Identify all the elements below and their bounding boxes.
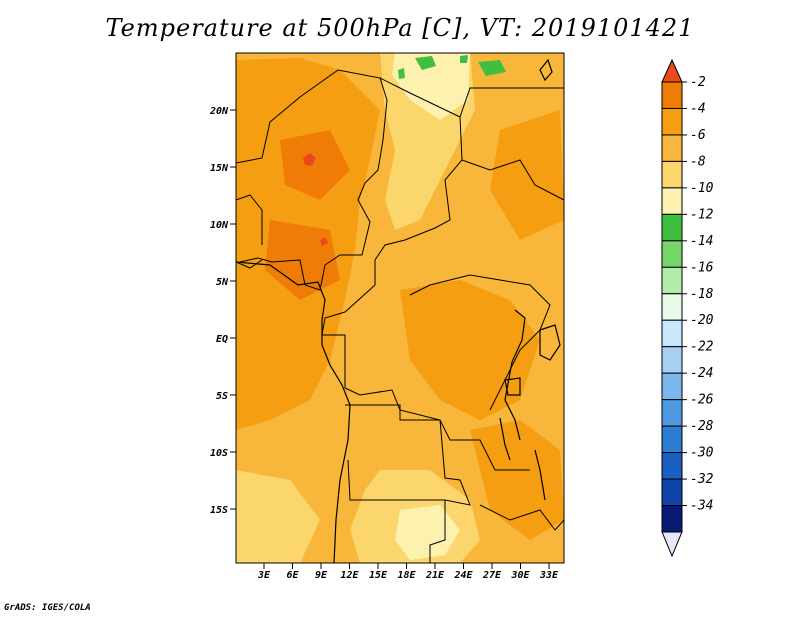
- warm-zone-east: [490, 110, 564, 240]
- credit-label: GrADS: IGES/COLA: [4, 603, 91, 613]
- lat-tick-label: 5N: [216, 277, 229, 288]
- colorbar-top-triangle: [661, 58, 683, 83]
- colorbar-swatch: [661, 319, 683, 348]
- hot-spot: [303, 153, 316, 166]
- colorbar-swatch: [661, 346, 683, 374]
- cool-zone-southwest: [236, 470, 320, 563]
- colorbar-swatch: [661, 266, 683, 295]
- colorbar-swatch: [661, 107, 683, 136]
- lon-tick-label: 12E: [340, 570, 359, 581]
- colorbar-label: -14: [690, 234, 713, 249]
- colorbar-bottom-triangle: [661, 531, 683, 558]
- green-patch: [478, 60, 506, 76]
- colorbar-swatch: [661, 240, 683, 268]
- lat-tick-label: 5S: [216, 391, 228, 402]
- lon-tick-label: 3E: [257, 570, 271, 581]
- colorbar-label: -18: [690, 287, 714, 302]
- lat-tick-label: 10N: [210, 220, 229, 231]
- green-patch: [415, 56, 436, 70]
- colorbar-swatch: [661, 478, 683, 507]
- latitude-axis: 20N 15N 10N 5N EQ 5S 10S 15S: [209, 106, 236, 516]
- green-patch: [460, 55, 468, 63]
- colorbar-label: -16: [690, 260, 714, 275]
- longitude-axis: 3E 6E 9E 12E 15E 18E 21E 24E 27E 30E 33E: [257, 563, 559, 581]
- colorbar-label: -22: [690, 340, 714, 355]
- coastlines: [236, 58, 561, 563]
- lon-tick-label: 18E: [397, 570, 416, 581]
- colorbar-label: -20: [690, 313, 714, 328]
- colorbar-label: -26: [690, 393, 714, 408]
- colorbar-swatch: [661, 187, 683, 215]
- colorbar-swatch: [661, 372, 683, 401]
- lon-tick-label: 27E: [482, 570, 502, 581]
- lon-tick-label: 33E: [539, 570, 559, 581]
- colorbar-label: -34: [690, 499, 713, 514]
- lat-tick-label: 10S: [210, 448, 228, 459]
- colorbar-label: -28: [690, 419, 714, 434]
- colorbar-swatch: [661, 293, 683, 321]
- lat-tick-label: 15S: [210, 505, 228, 516]
- colorbar-label: -12: [690, 207, 714, 222]
- colorbar-label: -8: [690, 154, 706, 169]
- colorbar-swatch: [661, 81, 683, 109]
- colorbar: -2 -4 -6 -8 -10 -12 -14 -16 -18 -20 -22 -24 -26 -28 -3…: [661, 58, 714, 558]
- cooler-zone-north: [392, 53, 470, 120]
- colorbar-swatch: [661, 505, 683, 533]
- colorbar-swatch: [661, 160, 683, 189]
- colorbar-label: -24: [690, 366, 713, 381]
- warmer-patch: [280, 130, 350, 200]
- colorbar-label: -32: [690, 472, 714, 487]
- map-frame: [235, 52, 565, 564]
- colorbar-swatch: [661, 213, 683, 242]
- colorbar-swatch: [661, 452, 683, 480]
- lat-tick-label: EQ: [216, 334, 228, 345]
- lon-tick-label: 6E: [286, 570, 299, 581]
- colorbar-label: -30: [690, 446, 714, 461]
- country-borders: [236, 69, 564, 563]
- cooler-zone-south: [395, 505, 460, 560]
- lon-tick-label: 24E: [453, 570, 473, 581]
- colorbar-swatch: [661, 399, 683, 427]
- colorbar-label: -6: [690, 128, 706, 143]
- lon-tick-label: 9E: [315, 570, 328, 581]
- lat-tick-label: 15N: [210, 163, 229, 174]
- warm-zone-central: [400, 280, 540, 420]
- hot-spot: [320, 237, 328, 246]
- green-patch: [398, 68, 405, 79]
- temperature-fill: [236, 53, 564, 563]
- lon-tick-label: 30E: [510, 570, 530, 581]
- colorbar-label: -4: [690, 101, 706, 116]
- lat-tick-label: 20N: [209, 106, 229, 117]
- chart-title: Temperature at 500hPa [C], VT: 201910142…: [105, 14, 695, 42]
- colorbar-label: -2: [690, 75, 706, 90]
- colorbar-swatch: [661, 425, 683, 454]
- lon-tick-label: 15E: [369, 570, 388, 581]
- colorbar-label: -10: [690, 181, 714, 196]
- colorbar-swatch: [661, 134, 683, 162]
- lon-tick-label: 21E: [425, 570, 445, 581]
